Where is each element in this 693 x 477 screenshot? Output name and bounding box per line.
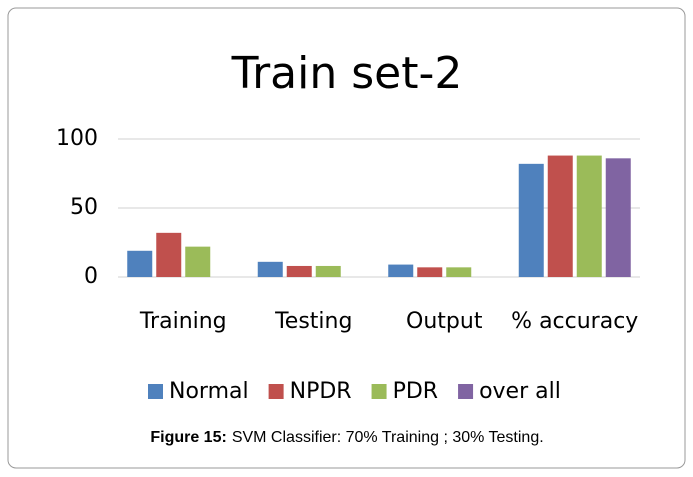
bar [605, 158, 631, 277]
bar [185, 246, 211, 277]
bar [127, 250, 153, 277]
frame [7, 7, 686, 469]
bar [547, 155, 573, 277]
x-tick-label: Testing [274, 309, 352, 334]
bar [156, 232, 182, 277]
bar [388, 264, 414, 277]
bar [518, 163, 544, 277]
bar [446, 267, 472, 277]
legend-label: NPDR [290, 379, 352, 404]
caption-text: SVM Classifier: 70% Training ; 30% Testi… [232, 429, 544, 446]
bar [576, 155, 602, 277]
y-tick-label: 100 [56, 126, 98, 151]
legend-swatch [148, 384, 163, 399]
bar [315, 265, 341, 277]
x-tick-label: Training [139, 309, 227, 334]
x-tick-label: Output [406, 309, 483, 334]
x-tick-label: % accuracy [511, 309, 638, 334]
legend-swatch [268, 384, 284, 399]
legend-label: over all [479, 379, 561, 404]
legend-swatch [458, 384, 474, 399]
bar [286, 265, 312, 277]
bar [417, 267, 443, 277]
legend-label: Normal [169, 379, 249, 404]
caption-label: Figure 15: [150, 429, 226, 446]
caption: Figure 15: SVM Classifier: 70% Training ;… [150, 429, 543, 446]
legend-label: PDR [393, 379, 439, 404]
legend-swatch [371, 384, 387, 399]
y-tick-label: 0 [84, 264, 98, 289]
bar [257, 261, 283, 277]
y-tick-label: 50 [70, 195, 98, 220]
chart-title: Train set-2 [231, 48, 463, 99]
